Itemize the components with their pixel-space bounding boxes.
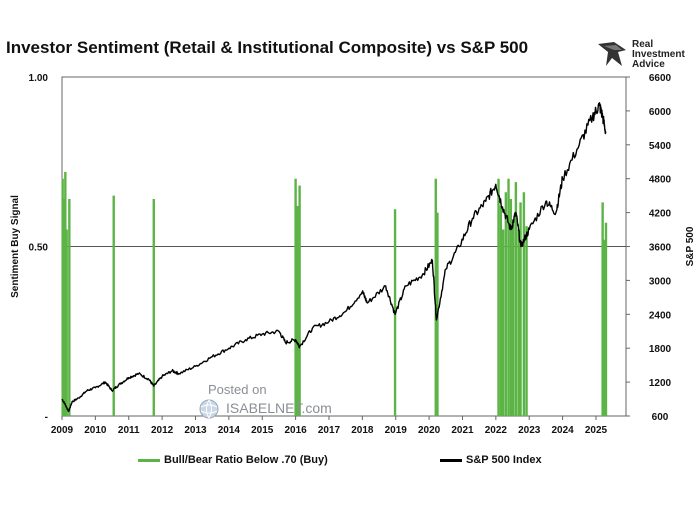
legend-swatch-index [440, 458, 462, 462]
x-tick-label: 2011 [118, 425, 140, 436]
x-tick-label: 2018 [351, 425, 374, 436]
logo-line-2: Investment [632, 49, 685, 60]
sp500-line [61, 102, 607, 413]
x-tick-label: 2014 [218, 425, 241, 436]
x-tick-label: 2015 [251, 425, 274, 436]
left-tick-label: - [45, 412, 48, 423]
watermark-posted: Posted on [208, 382, 267, 397]
x-tick-label: 2020 [418, 425, 441, 436]
legend-swatch-signal [138, 458, 160, 462]
x-tick-label: 2009 [51, 425, 74, 436]
x-tick-label: 2013 [184, 425, 207, 436]
x-tick-label: 2025 [585, 425, 608, 436]
globe-icon [199, 399, 219, 419]
right-tick-label: 1800 [649, 344, 672, 355]
legend-item-signal: Bull/Bear Ratio Below .70 (Buy) [138, 454, 328, 466]
watermark-site: ISABELNET.com [226, 400, 332, 416]
right-tick-label: 3600 [649, 243, 672, 254]
x-tick-label: 2019 [385, 425, 408, 436]
x-tick-label: 2022 [485, 425, 508, 436]
right-tick-label: 6000 [649, 107, 672, 118]
legend-label-signal: Bull/Bear Ratio Below .70 (Buy) [164, 454, 328, 466]
right-tick-label: 4800 [649, 175, 672, 186]
x-tick-label: 2024 [551, 425, 574, 436]
x-tick-label: 2010 [84, 425, 107, 436]
left-axis-label: Sentiment Buy Signal [10, 195, 21, 298]
legend-label-index: S&P 500 Index [466, 454, 542, 466]
logo-line-3: Advice [632, 59, 665, 70]
right-tick-label: 4200 [649, 209, 672, 220]
right-tick-label: 5400 [649, 141, 672, 152]
chart-title: Investor Sentiment (Retail & Institution… [6, 38, 529, 57]
x-tick-label: 2016 [284, 425, 307, 436]
right-tick-label: 600 [652, 412, 669, 423]
x-tick-label: 2012 [151, 425, 174, 436]
x-tick-label: 2017 [318, 425, 341, 436]
right-tick-label: 2400 [649, 310, 672, 321]
logo: Real Investment Advice [596, 40, 700, 70]
right-tick-label: 1200 [649, 378, 672, 389]
left-tick-label: 1.00 [29, 73, 49, 84]
left-tick-label: 0.50 [29, 243, 49, 254]
x-tick-label: 2021 [451, 425, 474, 436]
eagle-logo-icon [598, 42, 626, 66]
x-tick-label: 2023 [518, 425, 541, 436]
right-axis-label: S&P 500 [685, 226, 696, 266]
right-tick-label: 6600 [649, 73, 672, 84]
legend-item-index: S&P 500 Index [440, 454, 542, 466]
right-tick-label: 3000 [649, 276, 672, 287]
logo-line-1: Real [632, 39, 654, 50]
